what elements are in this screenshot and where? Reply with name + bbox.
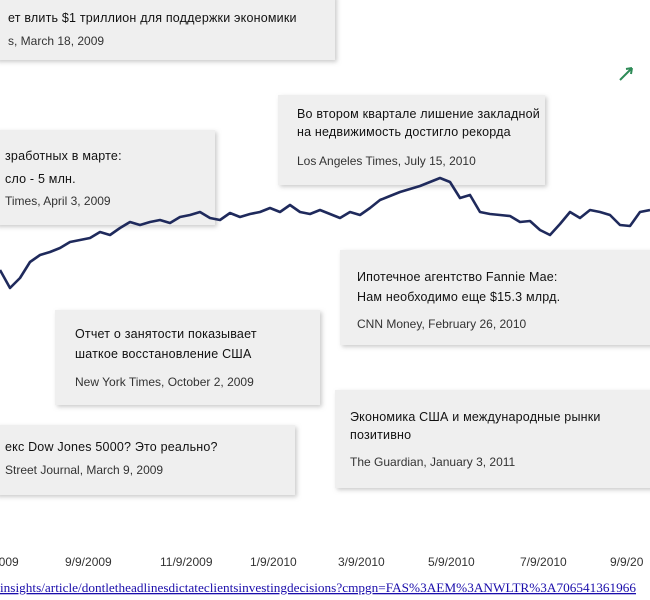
- line: [0, 176, 650, 290]
- source: Times, April 3, 2009: [5, 194, 111, 208]
- annotation: зработных в марте: сло - 5 млн. Times, Apr…: [0, 130, 215, 225]
- annotation-box: [335, 390, 650, 488]
- source: The Guardian, January 3, 2011: [350, 455, 516, 469]
- source: New York Times, October 2, 2009: [75, 375, 254, 389]
- x-tick-label: 1/9/2010: [250, 555, 297, 569]
- annotation-box: [0, 425, 295, 495]
- annotation: екс Dow Jones 5000? Это реально? Street J…: [0, 425, 295, 495]
- headline: позитивно: [350, 428, 411, 442]
- headline: ет влить $1 триллион для поддержки эконо…: [8, 11, 297, 25]
- x-tick-label: 7/9/2010: [520, 555, 567, 569]
- headline: екс Dow Jones 5000? Это реально?: [5, 440, 218, 454]
- headline: Экономика США и международные рынки: [350, 410, 601, 424]
- x-tick-label: 3/9/2010: [338, 555, 385, 569]
- annotation-box: [0, 0, 335, 60]
- url: insights/article/dontletheadlinesdictate…: [0, 580, 637, 595]
- annotation: Экономика США и международные рынки позит…: [335, 390, 650, 488]
- x-tick-label: 5/9/2010: [428, 555, 475, 569]
- annotation-box: [340, 250, 650, 345]
- source: Los Angeles Times, July 15, 2010: [297, 154, 476, 168]
- annotation-box: [278, 95, 545, 185]
- headline: на недвижимость достигло рекорда: [297, 125, 511, 139]
- x-tick-label: 9/9/20: [610, 555, 644, 569]
- source: Street Journal, March 9, 2009: [5, 463, 163, 477]
- headline: Отчет о занятости показывает: [75, 327, 257, 341]
- annotation-box: [0, 130, 215, 225]
- annotation-box: [55, 310, 320, 405]
- x-tick-label: 2009: [0, 555, 19, 569]
- annotation: Ипотечное агентство Fannie Mae: Нам необх…: [340, 250, 650, 345]
- source: s, March 18, 2009: [8, 34, 104, 48]
- headline: Во втором квартале лишение закладной: [297, 107, 540, 121]
- x-tick-label: 11/9/2009: [160, 555, 213, 569]
- headline: Нам необходимо еще $15.3 млрд.: [357, 290, 560, 304]
- annotation: Во втором квартале лишение закладной на н…: [278, 95, 545, 185]
- headline: зработных в марте:: [5, 149, 122, 163]
- annotation: ет влить $1 триллион для поддержки эконо…: [0, 0, 335, 60]
- source: CNN Money, February 26, 2010: [357, 317, 527, 331]
- headline: шаткое восстановление США: [75, 347, 252, 361]
- headline: Ипотечное агентство Fannie Mae:: [357, 270, 558, 284]
- annotation: Отчет о занятости показывает шаткое восст…: [55, 310, 320, 405]
- headline: сло - 5 млн.: [5, 172, 76, 186]
- arrow-icon: [619, 67, 633, 81]
- x-tick-label: 9/9/2009: [65, 555, 112, 569]
